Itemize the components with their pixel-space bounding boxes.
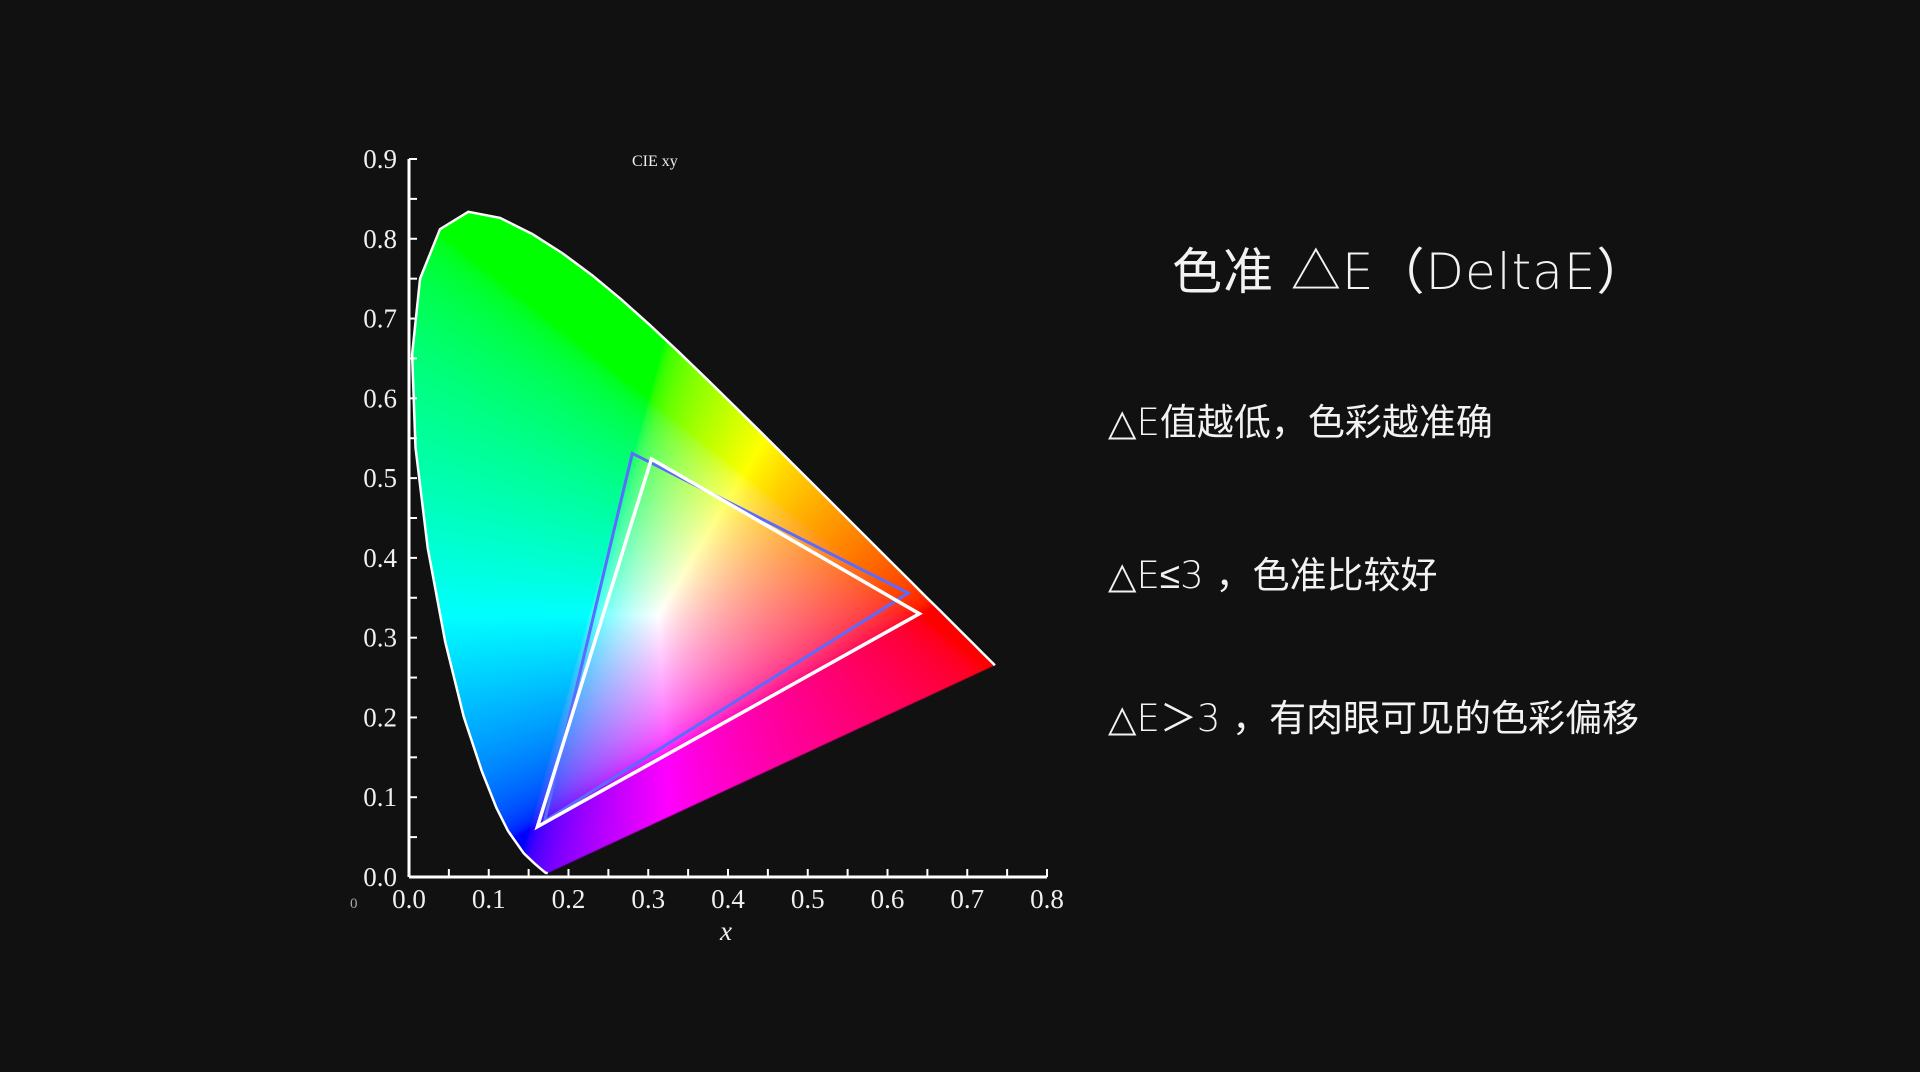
text-line-1: △E值越低，色彩越准确 <box>1108 401 1493 444</box>
x-tick-label: 0.7 <box>950 884 984 914</box>
x-tick-label: 0.4 <box>711 884 745 914</box>
text-line-3: △E＞3 ，有肉眼可见的色彩偏移 <box>1108 697 1640 740</box>
y-tick-label: 0.6 <box>363 383 397 413</box>
x-tick-label: 0.8 <box>1030 884 1064 914</box>
chart-title: CIE xy <box>632 153 678 170</box>
gamut-triangle <box>534 456 923 831</box>
y-tick-label: 0.5 <box>363 463 397 493</box>
slide-title: 色准 △E（DeltaE） <box>1172 243 1648 301</box>
y-tick-label: 0.4 <box>363 543 397 573</box>
gamut-triangles <box>534 451 923 831</box>
y-tick-label: 0.8 <box>363 224 397 254</box>
y-tick-label: 0.7 <box>363 304 397 334</box>
x-tick-label: 0.5 <box>791 884 825 914</box>
x-tick-label: 0.1 <box>472 884 506 914</box>
y-tick-label: 0.0 <box>363 862 397 892</box>
gamut-triangle <box>542 451 912 825</box>
x-axis-label: x <box>719 916 732 946</box>
x-tick-label: 0.2 <box>552 884 586 914</box>
origin-label: 0 <box>350 896 358 912</box>
x-tick-label: 0.0 <box>392 884 426 914</box>
x-tick-label: 0.3 <box>631 884 665 914</box>
spectral-locus-line <box>410 210 996 875</box>
x-tick-label: 0.6 <box>871 884 905 914</box>
text-line-2: △E≤3 ，色准比较好 <box>1108 554 1438 597</box>
y-tick-label: 0.3 <box>363 623 397 653</box>
axes: 0.0 0.1 0.2 0.3 0.4 0.5 0.6 0.7 0.8 0.0 0.1 0.2 0.3 0… <box>363 144 1064 914</box>
spectral-locus <box>410 210 996 875</box>
y-tick-label: 0.1 <box>363 782 397 812</box>
y-tick-label: 0.9 <box>363 144 397 174</box>
y-tick-label: 0.2 <box>363 702 397 732</box>
